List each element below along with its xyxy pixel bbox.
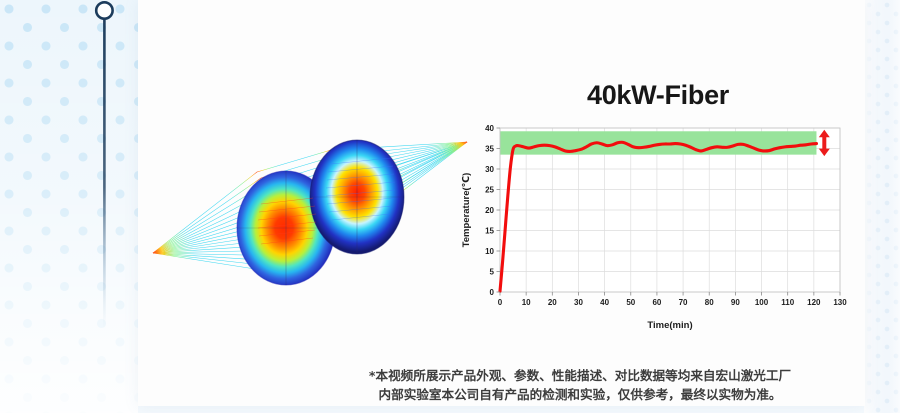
y-tick-label: 20	[485, 206, 494, 215]
x-tick-label: 80	[705, 298, 714, 307]
y-axis-label: Temperature(℃)	[461, 173, 472, 248]
range-double-arrow-icon	[818, 129, 830, 157]
x-tick-label: 90	[731, 298, 740, 307]
x-tick-label: 0	[498, 298, 503, 307]
y-tick-label: 25	[485, 186, 494, 195]
chart-plot-area: 0 10 20 30 40 50 60 70 80 90 100 110 120 130 0 5 10 15 20 2…	[458, 122, 858, 332]
temperature-chart: 40kW-Fiber 0 10 20 30 40 50 60 70 80 90 100 110 120 1…	[458, 80, 858, 335]
x-axis-label: Time(min)	[647, 320, 692, 331]
y-tick-label: 40	[485, 124, 494, 133]
optical-simulation-figure	[145, 112, 475, 302]
temperature-series-line	[498, 140, 819, 293]
right-fade-overlay	[864, 0, 900, 413]
pin-marker-icon	[90, 0, 120, 330]
y-tick-label: 30	[485, 165, 494, 174]
y-tick-label: 10	[485, 247, 494, 256]
chart-title: 40kW-Fiber	[587, 80, 729, 110]
x-tick-label: 20	[548, 298, 557, 307]
x-tick-label: 130	[833, 298, 847, 307]
y-tick-label: 15	[485, 227, 494, 236]
disclaimer-line-1: *本视频所展示产品外观、参数、性能描述、对比数据等均来自宏山激光工厂	[368, 368, 792, 383]
x-tick-label: 30	[574, 298, 583, 307]
x-tick-label: 60	[652, 298, 661, 307]
x-tick-label: 100	[755, 298, 769, 307]
disclaimer-text: *本视频所展示产品外观、参数、性能描述、对比数据等均来自宏山激光工厂 内部实验室…	[300, 366, 860, 404]
arrow-head-down	[818, 148, 830, 157]
x-tick-label: 120	[807, 298, 821, 307]
y-tick-label: 35	[485, 145, 494, 154]
x-tick-label: 110	[781, 298, 794, 307]
y-tick-label: 0	[490, 288, 495, 297]
left-fade-overlay	[0, 0, 138, 413]
arrow-head-up	[818, 129, 830, 138]
disclaimer-line-2: 内部实验室本公司自有产品的检测和实验，仅供参考，最终以实物为准。	[378, 387, 782, 402]
x-tick-label: 50	[626, 298, 635, 307]
y-tick-label: 5	[490, 268, 495, 277]
lens-element-rear	[309, 139, 405, 255]
x-tick-label: 70	[679, 298, 688, 307]
x-tick-label: 40	[600, 298, 609, 307]
x-tick-label: 10	[522, 298, 531, 307]
